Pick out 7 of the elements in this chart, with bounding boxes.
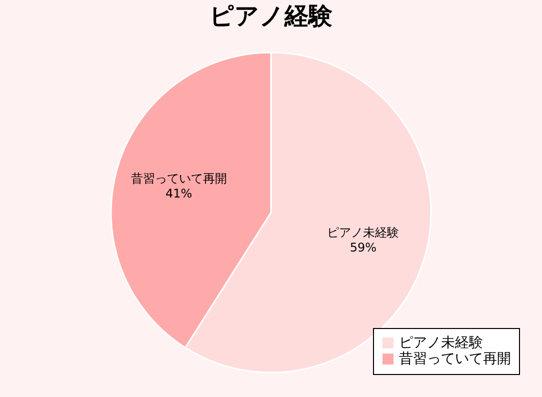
data-label: 59% (350, 240, 377, 254)
slice-label: ピアノ未経験 (327, 225, 400, 240)
chart-title: ピアノ経験 (210, 2, 334, 30)
slice-label: 昔習っていて再開 (130, 172, 227, 186)
data-label: 41% (165, 186, 192, 201)
legend-label: 昔習っていて再開 (399, 351, 511, 367)
legend-label: ピアノ未経験 (399, 335, 483, 351)
